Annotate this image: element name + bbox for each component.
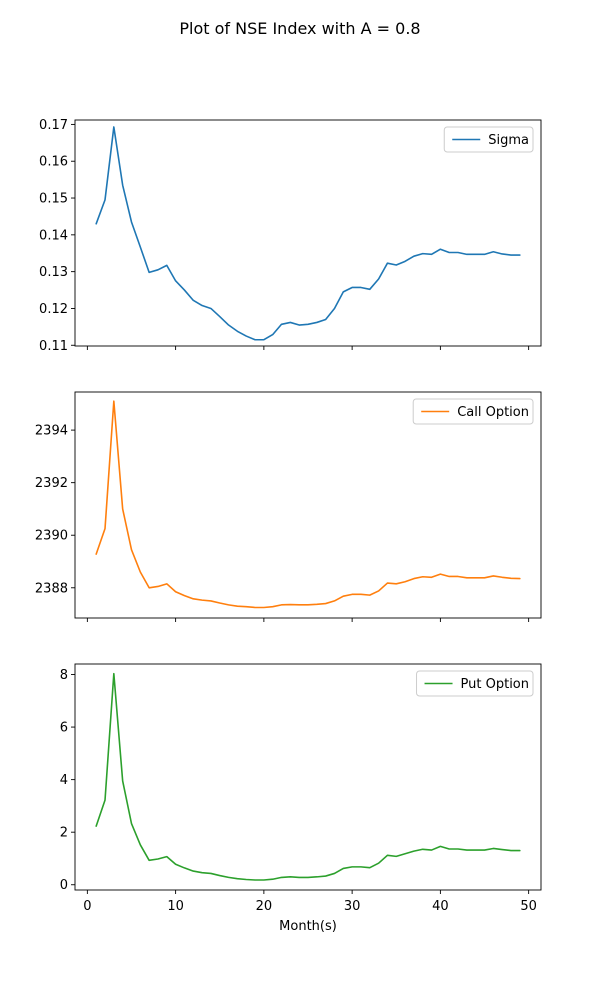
y-tick-label: 2390 — [35, 529, 68, 544]
y-tick-label: 0.14 — [39, 228, 68, 243]
x-tick-label: 40 — [432, 899, 449, 914]
legend-label: Put Option — [461, 677, 529, 692]
y-tick-label: 2 — [60, 826, 68, 841]
x-tick-label: 20 — [256, 899, 273, 914]
series-line-put-option — [95, 672, 521, 881]
series-line-call-option — [95, 400, 521, 609]
subplot-put-option: 0 2 4 6 8 0 10 20 30 40 50 Month(s) Put Option — [60, 663, 542, 934]
y-tick-label: 8 — [60, 668, 68, 683]
x-tick-label: 0 — [83, 899, 91, 914]
y-tick-label: 0.12 — [39, 302, 68, 317]
y-tick-label: 6 — [60, 721, 68, 736]
y-tick-label: 0.13 — [39, 265, 68, 280]
axes-frame-call-option — [74, 391, 542, 619]
x-axis-label: Month(s) — [279, 919, 337, 934]
legend-label: Sigma — [488, 133, 529, 148]
y-tick-label: 2392 — [35, 476, 68, 491]
x-tick-label: 10 — [167, 899, 184, 914]
x-tick-label: 50 — [520, 899, 537, 914]
subplots: 0.11 0.12 0.13 0.14 0.15 0.16 0.17 Sigma 2388 239… — [35, 118, 542, 934]
legend-put-option: Put Option — [416, 670, 534, 697]
legend-label: Call Option — [457, 405, 529, 420]
legend-sigma: Sigma — [443, 126, 534, 153]
y-tick-label: 0.17 — [39, 118, 68, 133]
axes-frame-put-option — [74, 663, 542, 891]
axes-frame-sigma — [74, 119, 542, 347]
y-tick-label: 4 — [60, 773, 68, 788]
y-tick-label: 2394 — [35, 424, 68, 439]
subplot-sigma: 0.11 0.12 0.13 0.14 0.15 0.16 0.17 Sigma — [39, 118, 542, 354]
legend-box — [416, 670, 534, 697]
figure-title: Plot of NSE Index with A = 0.8 — [179, 19, 420, 38]
legend-call-option: Call Option — [412, 398, 534, 425]
legend-box — [412, 398, 534, 425]
legend-box — [443, 126, 534, 153]
y-tick-label: 0.11 — [39, 339, 68, 354]
series-line-sigma — [95, 126, 521, 341]
y-tick-label: 2388 — [35, 581, 68, 596]
y-tick-label: 0.16 — [39, 155, 68, 170]
x-tick-label: 30 — [344, 899, 361, 914]
y-tick-label: 0 — [60, 878, 68, 893]
subplot-call-option: 2388 2390 2392 2394 Call Option — [35, 391, 542, 622]
y-tick-label: 0.15 — [39, 192, 68, 207]
